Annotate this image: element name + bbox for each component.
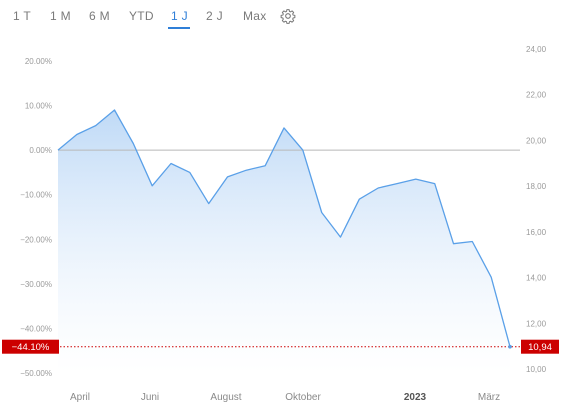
y-right-tick-label: 22,00 [526, 91, 547, 100]
range-tab-6m[interactable]: 6 M [89, 9, 110, 23]
y-right-tick-label: 24,00 [526, 45, 547, 54]
y-left-tick-label: −20.00% [20, 235, 52, 244]
range-tab-1j[interactable]: 1 J [171, 9, 188, 23]
y-left-tick-label: −50.00% [20, 369, 52, 378]
range-selector: 1 T 1 M 6 M YTD 1 J 2 J Max [0, 0, 330, 34]
y-right-tick-label: 14,00 [526, 274, 547, 283]
y-left-tick-label: −30.00% [20, 280, 52, 289]
x-tick-label: 2023 [404, 392, 427, 403]
x-tick-label: August [210, 392, 241, 403]
last-percent-badge [2, 339, 59, 354]
x-tick-label: März [478, 392, 500, 403]
x-tick-label: April [70, 392, 90, 403]
y-left-tick-label: 0.00% [29, 146, 52, 155]
y-right-tick-label: 20,00 [526, 136, 547, 145]
y-right-tick-label: 10,00 [526, 365, 547, 374]
y-left-tick-label: −10.00% [20, 191, 52, 200]
last-price-label: 10,94 [528, 342, 552, 353]
last-percent-label: −44.10% [12, 342, 50, 353]
last-price-badge [521, 339, 559, 354]
x-tick-label: Juni [141, 392, 159, 403]
active-tab-indicator [168, 27, 190, 29]
range-tab-ytd[interactable]: YTD [129, 9, 154, 23]
y-right-tick-label: 18,00 [526, 182, 547, 191]
range-tab-1m[interactable]: 1 M [50, 9, 71, 23]
y-left-tick-label: 20.00% [25, 57, 52, 66]
area-fill [58, 110, 510, 373]
y-right-tick-label: 12,00 [526, 319, 547, 328]
last-point [508, 344, 512, 349]
range-tab-1t[interactable]: 1 T [13, 9, 32, 23]
range-tab-2j[interactable]: 2 J [206, 9, 223, 23]
y-right-tick-label: 16,00 [526, 228, 547, 237]
range-tab-max[interactable]: Max [243, 9, 267, 23]
x-tick-label: Oktober [285, 392, 321, 403]
y-left-tick-label: −40.00% [20, 324, 52, 333]
gear-icon[interactable] [280, 8, 296, 24]
price-line [57, 109, 511, 347]
y-left-tick-label: 10.00% [25, 102, 52, 111]
